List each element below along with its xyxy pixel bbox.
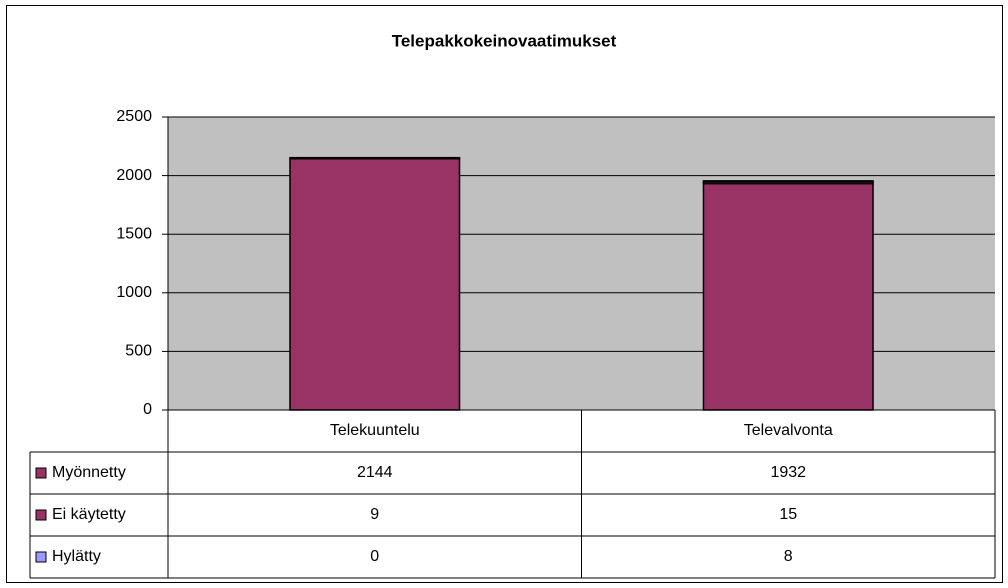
y-tick-label: 0 [143, 401, 152, 418]
bar-segment [702, 180, 874, 183]
table-value: 1932 [770, 464, 806, 481]
y-tick-label: 1000 [116, 284, 152, 301]
y-tick-label: 500 [125, 343, 152, 360]
legend-swatch [35, 551, 47, 563]
bar-segment [289, 156, 461, 160]
table-value: 2144 [357, 464, 393, 481]
bar-segment [702, 182, 874, 411]
legend-label: Ei käytetty [52, 506, 126, 523]
legend-swatch [35, 467, 47, 479]
table-value: 0 [370, 548, 379, 565]
legend-swatch [35, 509, 47, 521]
y-tick-label: 2000 [116, 167, 152, 184]
x-tick-label: Telekuuntelu [330, 422, 420, 439]
y-tick-label: 1500 [116, 225, 152, 242]
chart-title: Telepakkokeinovaatimukset [392, 31, 617, 50]
x-tick-label: Televalvonta [744, 422, 833, 439]
y-tick-label: 2500 [116, 108, 152, 125]
table-value: 9 [370, 506, 379, 523]
table-value: 15 [779, 506, 797, 523]
legend-label: Hylätty [52, 548, 101, 565]
bar-segment [289, 157, 461, 411]
legend-label: Myönnetty [52, 464, 126, 481]
table-value: 8 [784, 548, 793, 565]
